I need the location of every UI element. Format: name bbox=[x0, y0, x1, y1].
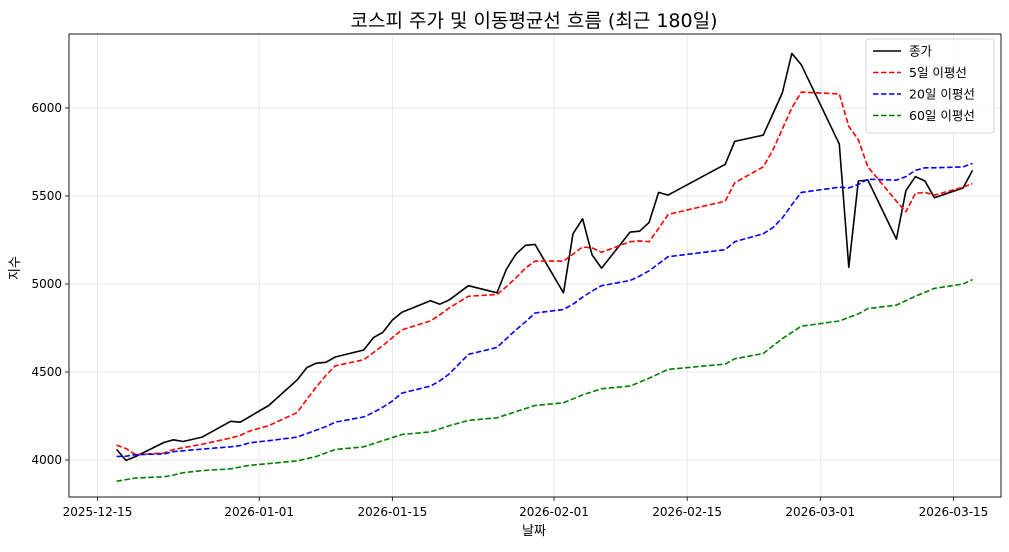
y-tick-label: 5000 bbox=[31, 277, 62, 291]
series-line-0 bbox=[115, 52, 974, 462]
plot-frame bbox=[68, 33, 1002, 498]
series-layer bbox=[115, 52, 974, 482]
y-tick-label: 4000 bbox=[31, 453, 62, 467]
x-tick-label: 2026-03-01 bbox=[785, 505, 855, 519]
legend-label-3: 60일 이평선 bbox=[909, 108, 975, 123]
y-axis-title: 지수 bbox=[8, 256, 23, 280]
y-axis-ticks: 4000 4500 5000 5500 6000 bbox=[31, 101, 69, 467]
series-line-2 bbox=[116, 162, 973, 458]
x-tick-label: 2026-03-15 bbox=[919, 505, 989, 519]
legend-label-0: 종가 bbox=[909, 44, 933, 59]
legend-label-1: 5일 이평선 bbox=[909, 65, 967, 80]
chart-title: 코스피 주가 및 이동평균선 흐름 (최근 180일) bbox=[350, 10, 717, 32]
legend-box bbox=[865, 38, 995, 134]
x-tick-label: 2026-02-15 bbox=[652, 505, 722, 519]
legend-label-2: 20일 이평선 bbox=[909, 87, 975, 102]
x-tick-label: 2026-01-01 bbox=[224, 505, 294, 519]
y-tick-label: 5500 bbox=[31, 189, 62, 203]
y-tick-label: 6000 bbox=[31, 101, 62, 115]
x-axis-title: 날짜 bbox=[522, 524, 546, 539]
y-tick-label: 4500 bbox=[31, 365, 62, 379]
x-tick-label: 2026-01-15 bbox=[357, 505, 427, 519]
grid-layer bbox=[69, 34, 1001, 497]
series-line-3 bbox=[116, 278, 973, 482]
series-line-1 bbox=[116, 91, 973, 456]
x-tick-label: 2025-12-15 bbox=[63, 505, 133, 519]
x-axis-ticks: 2025-12-15 2026-01-01 2026-01-15 2026-02-01… bbox=[63, 497, 989, 519]
x-tick-label: 2026-02-01 bbox=[519, 505, 589, 519]
legend: 종가 5일 이평선 20일 이평선 60일 이평선 bbox=[865, 38, 995, 134]
